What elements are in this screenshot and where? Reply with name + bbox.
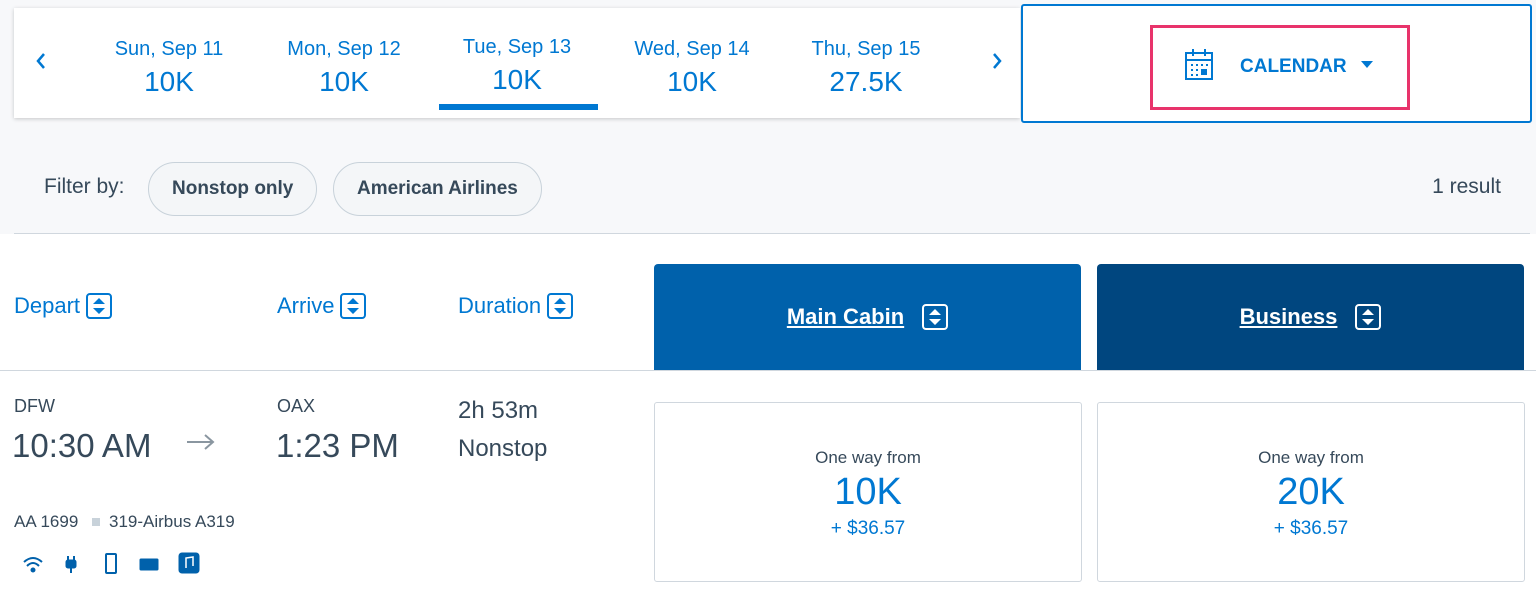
fare-card[interactable]: One way from 10K + $36.57 xyxy=(654,402,1082,582)
sort-header[interactable]: Depart xyxy=(14,293,113,319)
divider xyxy=(14,233,1530,234)
dropdown-caret xyxy=(1361,61,1373,68)
stops: Nonstop xyxy=(458,435,548,462)
separator xyxy=(92,518,100,526)
header-text: Business xyxy=(1239,304,1338,329)
prev-arrow[interactable] xyxy=(34,52,48,70)
sort-header[interactable]: Duration xyxy=(458,293,574,319)
filter-chip[interactable]: American Airlines xyxy=(333,162,542,216)
date-price: 27.5K xyxy=(829,66,903,97)
highlight-box xyxy=(1150,25,1410,110)
result-count: 1 result xyxy=(1432,175,1501,198)
header-text: Arrive xyxy=(277,293,335,318)
date-day: Tue, Sep 13 xyxy=(462,36,572,58)
sort-icon xyxy=(86,293,113,319)
header-text: Duration xyxy=(458,293,542,318)
sort-header[interactable]: Arrive xyxy=(277,293,367,319)
filter-label: Filter by: xyxy=(44,175,125,198)
amenity-icons xyxy=(23,552,200,574)
date-bar xyxy=(14,8,1020,118)
divider xyxy=(0,370,1536,371)
duration: 2h 53m xyxy=(458,397,539,424)
cabin-header[interactable]: Business xyxy=(1097,264,1524,370)
sort-icon xyxy=(547,293,574,319)
destination: OAX xyxy=(277,396,316,416)
calendar-icon xyxy=(1185,49,1213,80)
fare-miles: 10K xyxy=(834,471,902,513)
fare-label: One way from xyxy=(1258,448,1364,467)
sort-icon xyxy=(340,293,367,319)
flight-number: AA 1699 xyxy=(14,512,79,531)
date-price: 10K xyxy=(667,66,717,97)
selected-underline xyxy=(439,104,598,110)
origin: DFW xyxy=(14,396,55,416)
arrive-time: 1:23 PM xyxy=(276,427,399,464)
sort-icon xyxy=(922,304,949,330)
fare-miles: 20K xyxy=(1277,471,1345,513)
sort-icon xyxy=(1355,304,1382,330)
fare-label: One way from xyxy=(815,448,921,467)
header-text: Depart xyxy=(14,293,81,318)
date-price: 10K xyxy=(492,64,542,95)
fare-fee: + $36.57 xyxy=(1273,518,1349,539)
date-price: 10K xyxy=(319,66,369,97)
calendar-button[interactable]: CALENDAR xyxy=(1240,56,1347,77)
filter-chip[interactable]: Nonstop only xyxy=(148,162,318,216)
arrow xyxy=(187,434,215,450)
date-day: Thu, Sep 15 xyxy=(811,38,921,60)
calendar-panel xyxy=(1021,4,1532,123)
fare-fee: + $36.57 xyxy=(830,518,906,539)
header-text: Main Cabin xyxy=(786,304,905,329)
date-price: 10K xyxy=(144,66,194,97)
aircraft: 319-Airbus A319 xyxy=(109,512,235,531)
cabin-header[interactable]: Main Cabin xyxy=(654,264,1081,370)
date-day: Wed, Sep 14 xyxy=(634,38,750,60)
date-day: Mon, Sep 12 xyxy=(287,38,401,60)
fare-card[interactable]: One way from 20K + $36.57 xyxy=(1097,402,1525,582)
date-day: Sun, Sep 11 xyxy=(114,38,224,60)
next-arrow[interactable] xyxy=(990,52,1004,70)
depart-time: 10:30 AM xyxy=(12,427,152,464)
